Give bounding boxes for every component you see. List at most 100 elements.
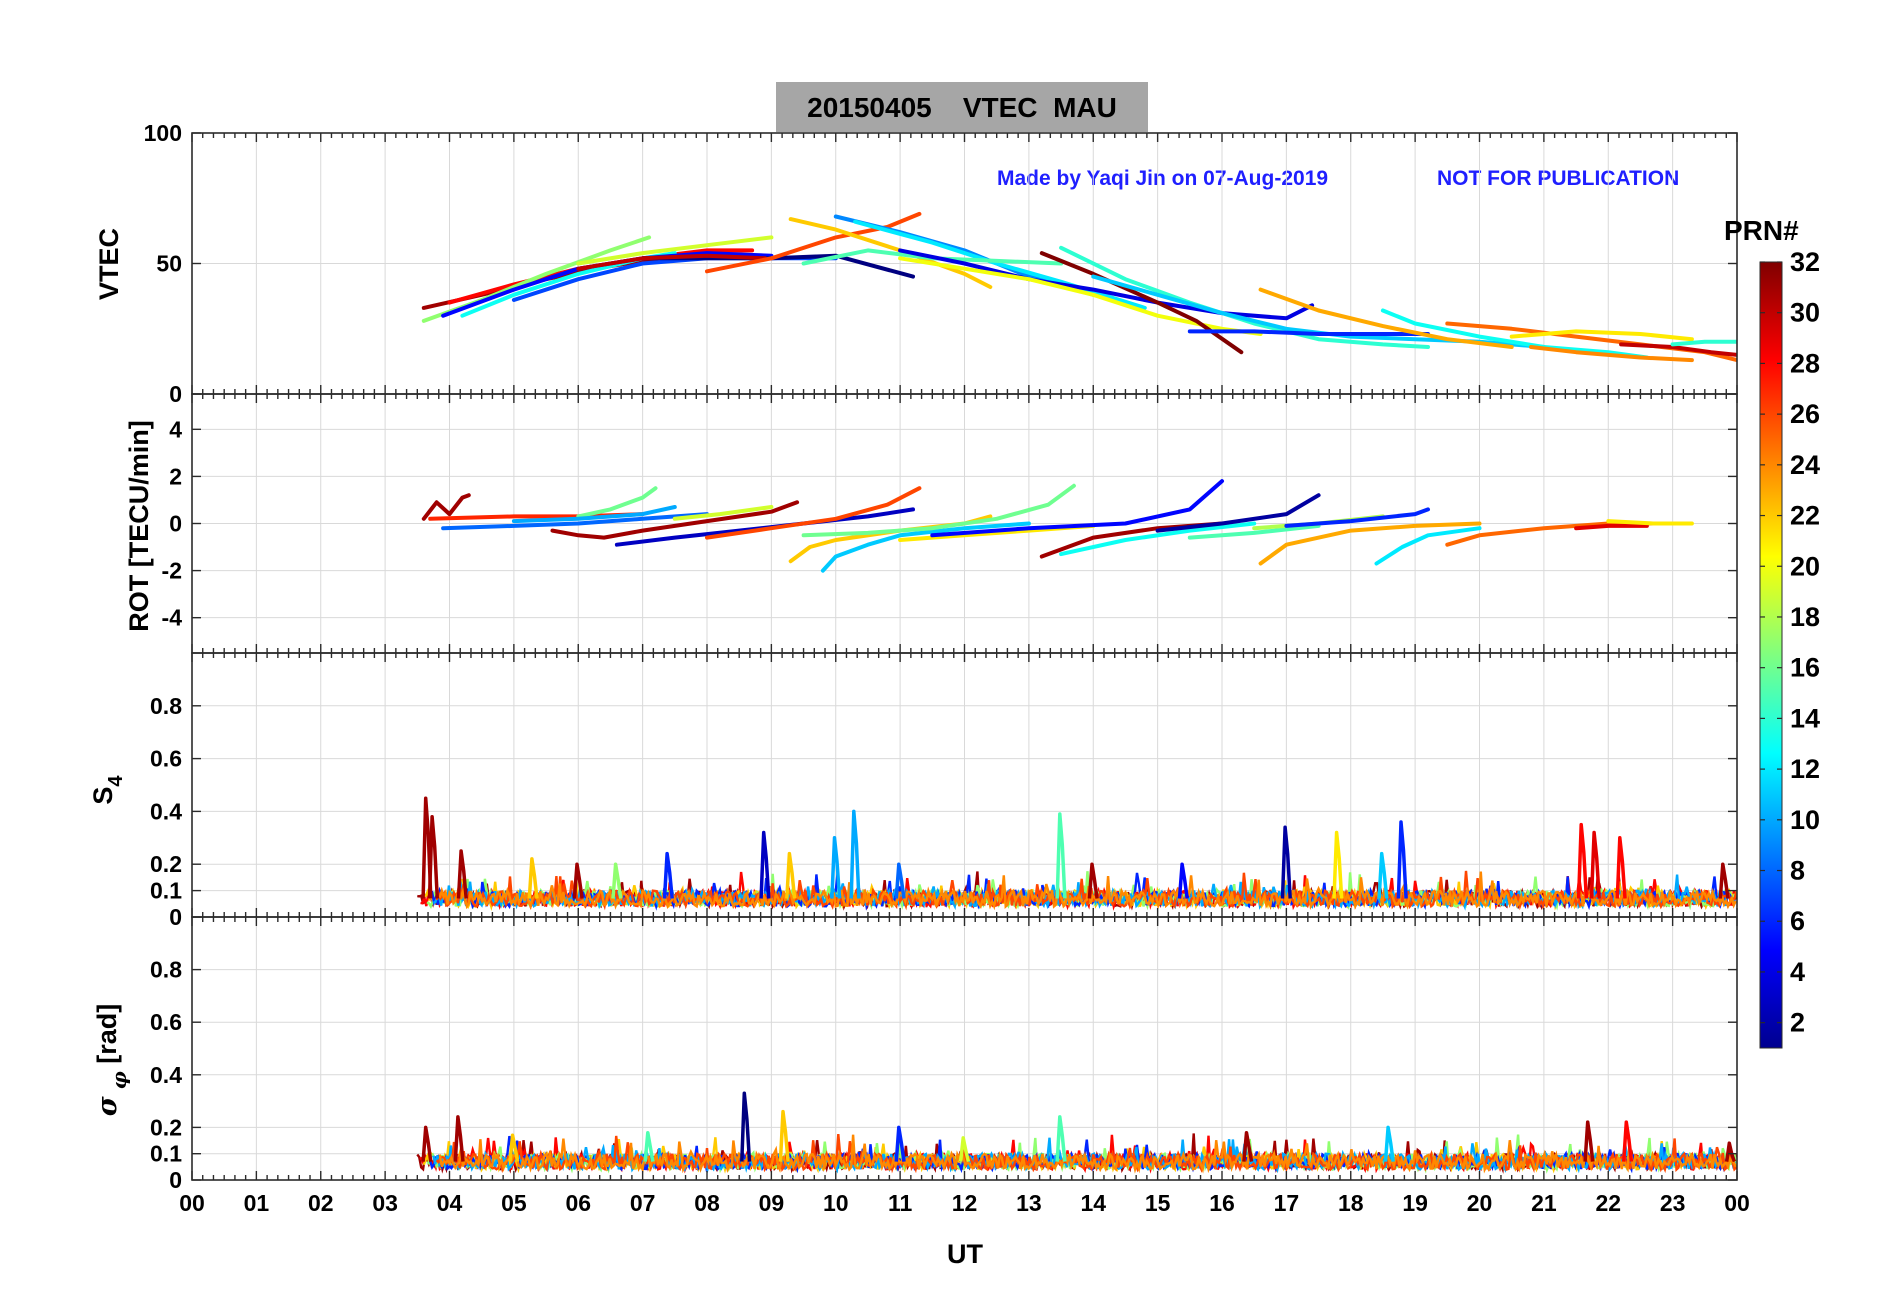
spike-prn-28 xyxy=(1615,836,1627,899)
x-tick-label: 17 xyxy=(1274,1190,1300,1216)
y-tick-label: -4 xyxy=(162,605,183,631)
colorbar-tick-label: 24 xyxy=(1790,450,1820,480)
y-tick-label: 100 xyxy=(144,120,182,146)
svg-text:σ φ [rad]: σ φ [rad] xyxy=(92,1004,131,1116)
series-line-prn-2 xyxy=(1155,493,1321,533)
x-tick-label: 10 xyxy=(823,1190,849,1216)
x-tick-label: 16 xyxy=(1209,1190,1235,1216)
spike-prn-15 xyxy=(643,1130,655,1162)
spike-prn-22 xyxy=(778,1109,790,1162)
author-note: Made by Yaqi Jin on 07-Aug-2019 xyxy=(997,167,1328,190)
x-tick-label: 19 xyxy=(1402,1190,1428,1216)
y-tick-label: 0.4 xyxy=(150,1062,182,1088)
spike-prn-28 xyxy=(1576,822,1589,899)
vtec-axis-title: VTEC xyxy=(94,228,124,300)
spike-prn-10 xyxy=(830,836,842,899)
spike-prn-31 xyxy=(1583,1120,1595,1162)
s4-axis-sub: 4 xyxy=(105,775,127,787)
series-line-prn-19 xyxy=(576,235,774,266)
x-tick-label: 11 xyxy=(888,1190,913,1216)
series-line-prn-14 xyxy=(1670,339,1737,347)
series-line-prn-26 xyxy=(705,486,922,540)
series-line-prn-15 xyxy=(1187,523,1321,540)
y-tick-label: 0.8 xyxy=(150,957,182,983)
sigma-axis-unit: [rad] xyxy=(92,1004,122,1072)
y-tick-label: 0 xyxy=(169,511,182,537)
spike-prn-6 xyxy=(894,1125,906,1162)
series-line-prn-23 xyxy=(1258,521,1482,566)
spike-prn-8 xyxy=(894,862,906,899)
x-tick-label: 08 xyxy=(694,1190,720,1216)
series-line-prn-10 xyxy=(511,505,677,524)
spike-prn-31 xyxy=(453,1115,465,1162)
series-line-prn-8 xyxy=(441,512,709,531)
panel-3: 00.10.2 0.4 0.6 0.8 xyxy=(150,916,1738,1193)
sigma-axis-symbol: σ xyxy=(92,1096,123,1116)
spike-prn-5 xyxy=(1177,862,1189,899)
y-tick-label: 0.1 xyxy=(150,878,182,904)
y-tick-label: 4 xyxy=(169,416,182,442)
colorbar-tick-label: 18 xyxy=(1790,602,1820,632)
series-line-prn-30 xyxy=(576,253,767,271)
y-tick-label: 2 xyxy=(169,463,182,489)
panels-group: 050100-4-202400.10.20.40.60.800.10.20.40… xyxy=(144,120,1750,1216)
x-tick-label: 18 xyxy=(1338,1190,1364,1216)
x-tick-label: 13 xyxy=(1016,1190,1042,1216)
spike-prn-6 xyxy=(662,851,674,899)
x-tick-label: 03 xyxy=(372,1190,398,1216)
colorbar-tick-label: 30 xyxy=(1790,298,1820,328)
panel-data xyxy=(421,479,1694,573)
x-tick-label: 23 xyxy=(1660,1190,1686,1216)
spike-prn-3 xyxy=(759,830,771,899)
rot-axis-title: ROT [TECU/min] xyxy=(124,420,154,631)
y-tick-label: 0 xyxy=(169,904,182,930)
series-line-prn-23 xyxy=(1258,287,1514,349)
series-line-prn-1 xyxy=(640,253,915,279)
series-line-prn-11 xyxy=(820,521,1031,573)
spike-prn-31 xyxy=(572,862,584,899)
publication-note: NOT FOR PUBLICATION xyxy=(1437,167,1679,190)
spike-prn-10 xyxy=(849,809,861,899)
series-line-prn-32 xyxy=(1039,251,1244,355)
spike-prn-31 xyxy=(1718,862,1730,899)
panel-data xyxy=(416,1091,1737,1174)
spike-prn-29 xyxy=(1589,830,1601,899)
x-tick-label: 01 xyxy=(244,1190,270,1216)
svg-text:S4: S4 xyxy=(88,775,127,805)
series-line-prn-21 xyxy=(1606,519,1694,526)
y-tick-label: 0.2 xyxy=(150,851,182,877)
x-tick-label: 00 xyxy=(179,1190,205,1216)
y-tick-label: 0.8 xyxy=(150,693,182,719)
baseline-trace-prn-24 xyxy=(438,871,1737,911)
spike-prn-31 xyxy=(421,1125,433,1162)
spike-prn-22 xyxy=(785,851,797,899)
panel-0: 0 50 100 xyxy=(144,120,1738,407)
spike-prn-31 xyxy=(456,849,468,899)
colorbar-tick-label: 28 xyxy=(1790,348,1820,378)
series-line-prn-12 xyxy=(853,219,1147,310)
colorbar-tick-label: 22 xyxy=(1790,501,1820,531)
series-line-prn-30 xyxy=(1619,342,1737,357)
x-tick-label: 12 xyxy=(952,1190,978,1216)
y-tick-label: 50 xyxy=(156,251,182,277)
x-tick-label: 04 xyxy=(437,1190,463,1216)
spike-prn-15 xyxy=(1055,812,1067,899)
series-line-prn-4 xyxy=(898,248,1315,321)
sigma-axis-title: σ φ [rad] xyxy=(92,1004,131,1116)
x-tick-label: 06 xyxy=(565,1190,591,1216)
chart-title: 20150405 VTEC MAU xyxy=(807,92,1117,123)
series-line-prn-6 xyxy=(1284,507,1430,528)
s4-axis-main: S xyxy=(88,787,118,805)
series-line-prn-14 xyxy=(1059,245,1430,349)
x-tick-label: 15 xyxy=(1145,1190,1171,1216)
spike-prn-22 xyxy=(527,857,539,899)
spike-prn-22 xyxy=(508,1133,520,1162)
series-line-prn-20 xyxy=(898,256,1263,336)
panel-data xyxy=(421,211,1737,363)
spike-prn-2 xyxy=(1280,825,1292,899)
y-tick-label: 0 xyxy=(169,381,182,407)
series-line-prn-24 xyxy=(1529,345,1694,363)
colorbar-title: PRN# xyxy=(1724,215,1799,246)
x-tick-label: 05 xyxy=(501,1190,527,1216)
x-tick-label: 14 xyxy=(1080,1190,1106,1216)
